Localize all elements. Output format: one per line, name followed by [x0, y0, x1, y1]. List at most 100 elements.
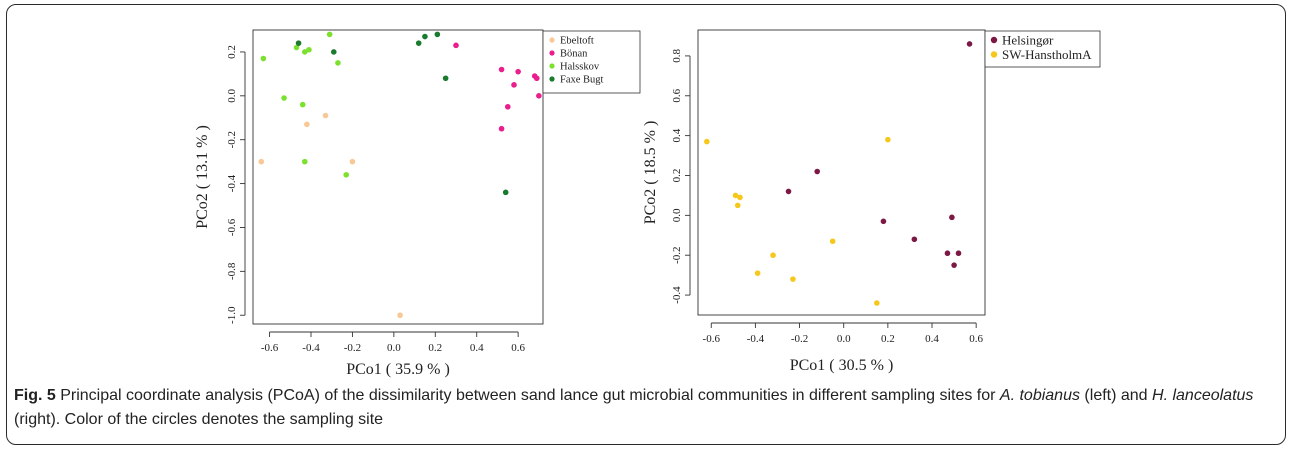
- plot-frame: [252, 29, 544, 325]
- data-point: [955, 250, 962, 257]
- data-point: [306, 46, 312, 53]
- y-tick-label: 0.8: [671, 49, 683, 63]
- data-point: [304, 121, 310, 128]
- data-point: [498, 66, 505, 73]
- data-point: [880, 218, 887, 225]
- caption-text-1: Principal coordinate analysis (PCoA) of …: [55, 387, 1000, 404]
- data-point: [281, 95, 287, 101]
- data-point: [293, 44, 300, 51]
- chart-left-pcoa: -0.6 -0.4 -0.2 0.0 0.2 0.4 0.6 -1.0 -0.8 -0.6 -0.4…: [194, 29, 641, 378]
- data-point: [301, 49, 308, 55]
- data-point: [966, 41, 973, 47]
- data-point: [299, 101, 306, 108]
- figure-caption: Fig. 5 Principal coordinate analysis (PC…: [14, 384, 1276, 432]
- legend-marker: [549, 50, 555, 56]
- data-point: [790, 276, 796, 282]
- data-point: [415, 40, 422, 46]
- y-tick-label: 0.0: [226, 88, 238, 102]
- x-tick-label: -0.6: [703, 333, 721, 345]
- data-point: [442, 75, 449, 82]
- y-tick-label: 0.2: [671, 169, 683, 183]
- data-point: [951, 262, 957, 268]
- legend-marker: [549, 37, 555, 43]
- legend-label: Helsingør: [1002, 33, 1054, 48]
- data-point: [949, 214, 955, 221]
- y-tick-label: 0.0: [671, 208, 683, 222]
- caption-species-2: H. lanceolatus: [1152, 387, 1254, 404]
- data-point: [397, 312, 403, 319]
- chart-right-pcoa: -0.6 -0.4 -0.2 0.0 0.2 0.4 0.6 -0.4 -0.2 0.0 0.2 0.…: [642, 29, 1101, 374]
- x-axis-title: PCo1 ( 30.5 % ): [790, 357, 894, 374]
- y-tick-label: 0.2: [226, 45, 238, 59]
- data-point: [814, 168, 821, 175]
- data-point: [734, 202, 741, 209]
- data-point: [944, 250, 951, 257]
- x-tick-label: 0.6: [969, 333, 983, 345]
- y-tick-label: 0.6: [671, 88, 683, 102]
- legend-box: [542, 30, 641, 94]
- data-point: [326, 31, 333, 38]
- legend-label: SW-HanstholmA: [1002, 47, 1092, 62]
- data-point: [754, 270, 761, 276]
- x-tick-label: 0.4: [470, 342, 484, 354]
- data-point: [502, 189, 509, 196]
- plot-frame: [697, 29, 986, 316]
- data-point: [704, 138, 710, 145]
- caption-label: Fig. 5: [14, 387, 56, 404]
- data-point: [911, 236, 918, 243]
- data-point: [785, 188, 792, 195]
- data-point: [829, 238, 836, 245]
- legend-box: [984, 30, 1101, 68]
- data-point: [434, 31, 441, 38]
- x-tick-label: -0.6: [261, 342, 279, 354]
- legend-marker: [990, 51, 998, 58]
- y-tick-label: -0.2: [226, 131, 238, 148]
- data-point: [258, 158, 265, 165]
- data-point: [498, 125, 505, 132]
- legend-marker: [549, 76, 555, 82]
- data-point: [453, 42, 459, 49]
- data-point: [885, 136, 891, 143]
- x-tick-label: 0.2: [881, 333, 895, 345]
- data-point: [770, 252, 776, 259]
- data-point: [511, 82, 517, 88]
- data-point: [349, 158, 356, 165]
- data-point: [301, 158, 308, 165]
- x-tick-label: -0.2: [791, 333, 808, 345]
- caption-text-2: (left) and: [1079, 387, 1153, 404]
- data-point: [322, 112, 329, 119]
- data-point: [335, 60, 341, 66]
- y-tick-label: 0.4: [671, 128, 683, 142]
- data-point: [330, 49, 337, 55]
- data-point: [260, 55, 267, 62]
- y-tick-label: -0.4: [226, 174, 238, 192]
- y-axis-title: PCo2 ( 13.1 % ): [194, 125, 211, 229]
- data-point: [504, 103, 511, 110]
- x-tick-label: -0.4: [747, 333, 765, 345]
- data-point: [422, 33, 428, 40]
- data-point: [515, 68, 521, 75]
- x-tick-label: -0.2: [344, 342, 361, 354]
- y-axis-title: PCo2 ( 18.5 % ): [642, 121, 659, 225]
- legend-label: Halsskov: [560, 62, 600, 73]
- legend-label: Ebeltoft: [560, 36, 594, 47]
- y-tick-label: -0.6: [226, 218, 238, 236]
- data-point: [737, 194, 743, 201]
- x-tick-label: 0.0: [387, 342, 401, 354]
- y-tick-label: -0.8: [226, 262, 238, 280]
- data-point: [295, 40, 302, 46]
- legend-label: Faxe Bugt: [560, 75, 604, 86]
- data-point: [732, 192, 739, 199]
- legend-marker: [990, 36, 998, 44]
- x-tick-label: 0.4: [925, 333, 939, 345]
- data-point: [536, 93, 542, 99]
- y-tick-label: -0.2: [671, 246, 683, 263]
- legend-marker: [549, 63, 555, 69]
- x-tick-label: 0.6: [511, 342, 525, 354]
- y-tick-label: -0.4: [671, 286, 683, 304]
- data-point: [533, 75, 540, 82]
- data-point: [874, 300, 880, 306]
- y-tick-label: -1.0: [226, 306, 238, 324]
- x-axis-title: PCo1 ( 35.9 % ): [346, 361, 450, 378]
